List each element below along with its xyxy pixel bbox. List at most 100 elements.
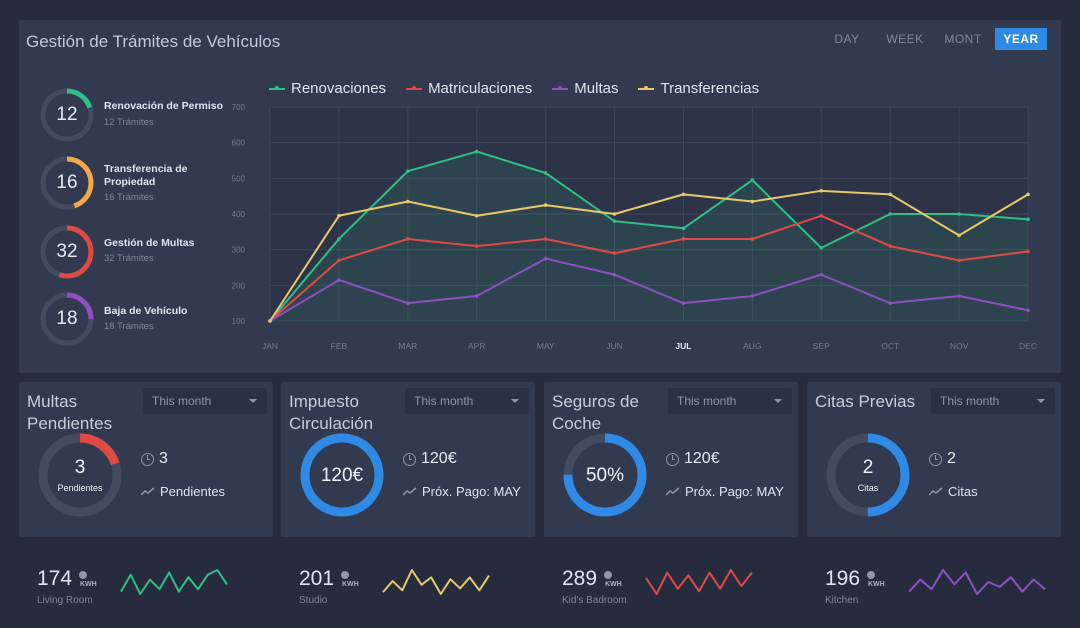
x-tick-label: JUN [606, 341, 623, 351]
data-point [406, 169, 410, 173]
chevron-down-icon [511, 399, 519, 403]
card-title: Seguros de Coche [552, 392, 639, 433]
card-multas-pendientes: Multas Pendientes This month 3 Pendientes… [19, 382, 273, 537]
donut-sub: Citas [857, 483, 879, 493]
data-point [337, 258, 341, 263]
progress-arc [40, 292, 94, 346]
period-select[interactable]: This month [143, 388, 267, 414]
tab-day[interactable]: DAY [834, 32, 860, 46]
y-tick-label: 400 [232, 210, 246, 219]
data-point [819, 213, 824, 218]
legend-label: Multas [574, 80, 619, 97]
energy-value: 174 [37, 567, 73, 590]
card-seguros: Seguros de Coche This month 50% 120€ Pró… [544, 382, 798, 537]
data-point [819, 272, 824, 277]
metric-primary: 2 [929, 450, 956, 468]
data-point [474, 213, 479, 218]
legend-item-matriculaciones[interactable]: Matriculaciones [406, 80, 532, 97]
stat-multas[interactable]: 32 Gestión de Multas 32 Trámites [39, 224, 229, 280]
data-point [681, 226, 686, 231]
energy-unit: KWH [342, 581, 359, 588]
data-point [1026, 308, 1030, 313]
clock-icon [929, 452, 942, 466]
data-point [1026, 192, 1030, 197]
data-point [406, 199, 410, 204]
stat-value: 12 [56, 104, 78, 125]
data-point [612, 212, 617, 216]
metric-label: Próx. Pago: MAY [422, 484, 521, 499]
x-tick-label: APR [468, 341, 485, 351]
period-select[interactable]: This month [931, 388, 1055, 414]
line-chart: 100 200 300 400 500 600 700 JAN FEB MAR APR MAY JUN J… [232, 103, 1037, 351]
metric-label: Próx. Pago: MAY [685, 484, 784, 499]
stat-title: Transferencia de Propiedad [104, 163, 188, 188]
energy-kitchen: 196 KWH Kitchen [807, 560, 1047, 610]
legend-item-multas[interactable]: Multas [552, 80, 618, 97]
stat-ring [40, 156, 94, 210]
metric-primary: 3 [141, 450, 168, 468]
legend-item-renovaciones[interactable]: Renovaciones [269, 80, 386, 97]
data-point [1026, 217, 1030, 222]
data-point [337, 278, 341, 282]
card-title: Impuesto Circulación [289, 392, 374, 433]
legend-label: Matriculaciones [428, 80, 533, 97]
data-point [543, 203, 548, 207]
data-point [474, 149, 479, 154]
legend-swatch [638, 85, 655, 90]
legend-label: Transferencias [660, 80, 760, 97]
sparkline-path [645, 569, 753, 595]
donut-value: 3 [74, 457, 86, 478]
sparkline [645, 569, 753, 595]
tab-week[interactable]: WEEK [886, 32, 924, 46]
select-value: This month [152, 394, 212, 408]
data-point [681, 237, 686, 241]
data-point [750, 294, 755, 298]
unit-dot [867, 571, 875, 579]
data-point [681, 301, 686, 305]
progress-arc [826, 433, 910, 517]
data-point [337, 213, 341, 218]
tab-month[interactable]: MONT [944, 32, 982, 46]
x-tick-label: SEP [813, 341, 830, 351]
metric-value: 2 [947, 450, 956, 467]
data-point [406, 237, 410, 241]
chevron-down-icon [774, 399, 782, 403]
stat-renovacion[interactable]: 12 Renovación de Permiso 12 Trámites [39, 87, 229, 143]
energy-unit: KWH [80, 581, 97, 588]
series-line-multas [269, 257, 1029, 322]
unit-dot [79, 571, 87, 579]
data-point [819, 246, 824, 250]
data-point [819, 189, 824, 193]
metric-value: 120€ [421, 450, 457, 467]
stat-sub: 16 Trámites [104, 192, 154, 203]
metric-primary: 120€ [403, 450, 457, 468]
donut-label: 3 Pendientes [37, 432, 123, 518]
x-tick-label: NOV [950, 341, 969, 351]
y-tick-label: 300 [232, 246, 246, 255]
legend-item-transferencias[interactable]: Transferencias [638, 80, 759, 97]
legend-label: Renovaciones [291, 80, 387, 97]
stat-baja[interactable]: 18 Baja de Vehículo 18 Trámites [39, 291, 229, 347]
stat-sub: 18 Trámites [104, 321, 154, 332]
tab-year[interactable]: YEAR [995, 28, 1047, 50]
data-point [1026, 249, 1030, 254]
data-point [750, 199, 755, 204]
data-point [957, 233, 961, 238]
metric-secondary: Citas [929, 484, 978, 499]
donut-label: 2 Citas [825, 432, 911, 518]
stat-title: Renovación de Permiso [104, 100, 224, 112]
select-value: This month [677, 394, 737, 408]
card-citas: Citas Previas This month 2 Citas 2 Citas [807, 382, 1061, 537]
period-select[interactable]: This month [668, 388, 792, 414]
y-tick-label: 100 [232, 317, 246, 326]
energy-unit: KWH [605, 581, 622, 588]
y-tick-label: 600 [232, 139, 246, 148]
chevron-down-icon [249, 399, 257, 403]
stat-ring [40, 292, 94, 346]
donut-chart [563, 433, 647, 517]
x-tick-label: OCT [881, 341, 899, 351]
series-line-matriculaciones [269, 214, 1029, 322]
stat-transferencia[interactable]: 16 Transferencia de Propiedad 16 Trámite… [39, 155, 229, 211]
x-tick-label: DEC [1019, 341, 1037, 351]
period-select[interactable]: This month [405, 388, 529, 414]
